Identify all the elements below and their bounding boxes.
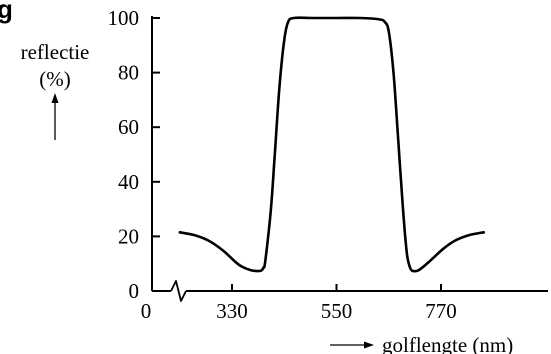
x-axis-title: golflengte (nm) — [330, 333, 513, 354]
y-axis-ticks: 0 20 40 60 80 100 — [108, 6, 160, 303]
x-tick-label-550: 550 — [321, 299, 353, 323]
plot-area — [178, 16, 486, 273]
y-tick-label-20: 20 — [118, 224, 139, 248]
reflectance-series-line — [178, 16, 486, 273]
y-axis-title-line1: reflectie — [21, 40, 90, 64]
x-tick-label-330: 330 — [216, 299, 248, 323]
figure-corner-label: g — [0, 0, 13, 24]
axes — [151, 16, 548, 302]
x-axis-ticks: 0 330 550 770 — [141, 284, 457, 323]
x-axis-title: golflengte (nm) — [382, 333, 513, 354]
x-axis-break-symbol — [170, 280, 187, 302]
x-axis-title-arrow-head — [364, 341, 374, 349]
y-tick-label-100: 100 — [108, 6, 140, 30]
y-tick-label-0: 0 — [129, 279, 140, 303]
y-axis-title-arrow-head — [51, 93, 59, 103]
y-tick-label-80: 80 — [118, 61, 139, 85]
y-axis-title-line2: (%) — [39, 67, 70, 91]
y-axis-title: reflectie (%) — [21, 40, 90, 140]
y-tick-label-40: 40 — [118, 170, 139, 194]
x-tick-label-0: 0 — [141, 299, 152, 323]
x-tick-label-770: 770 — [425, 299, 457, 323]
y-tick-label-60: 60 — [118, 115, 139, 139]
